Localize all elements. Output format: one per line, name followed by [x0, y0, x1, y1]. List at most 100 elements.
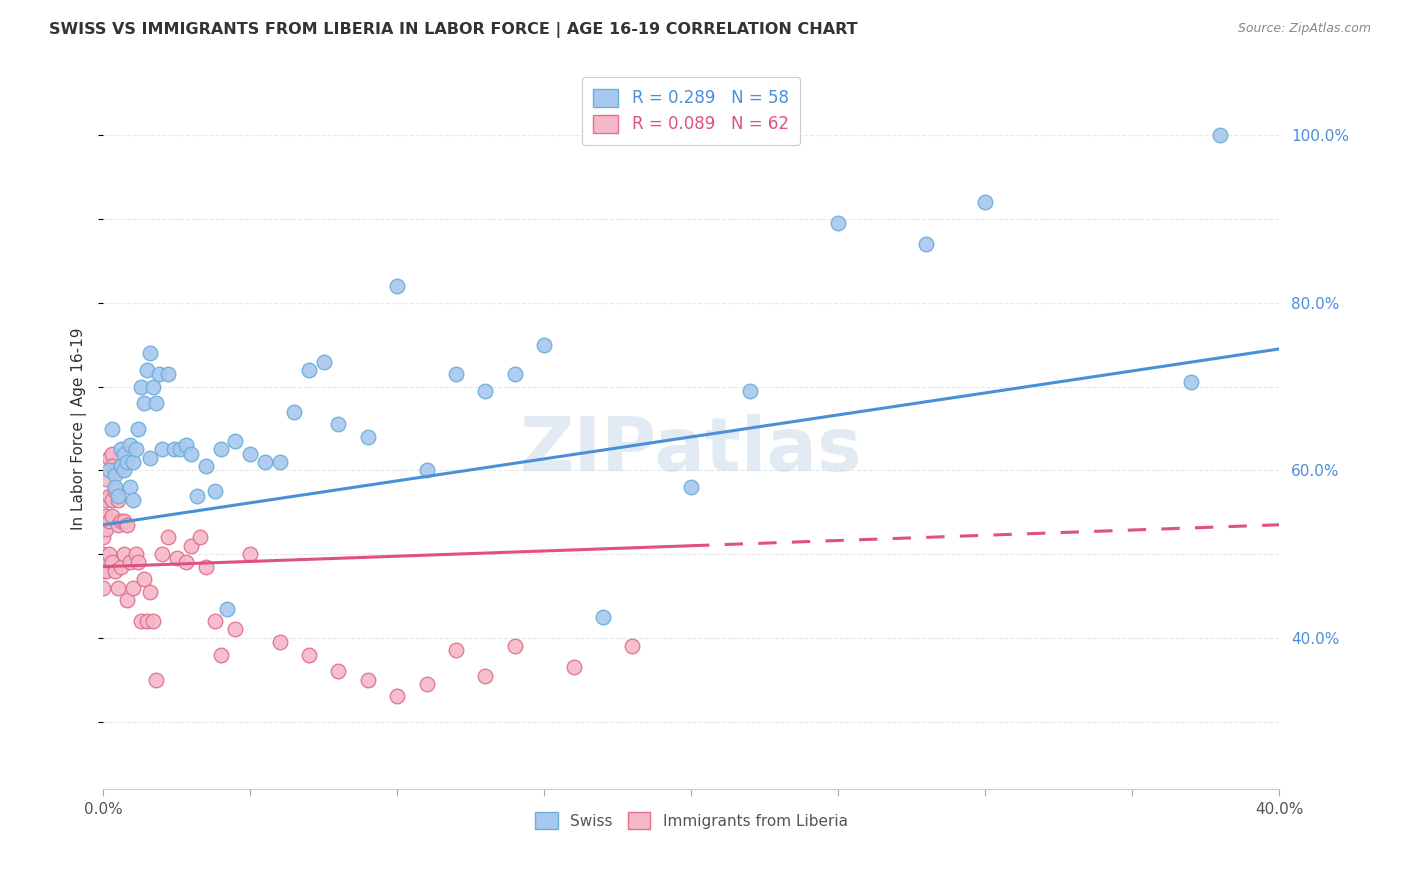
Point: [142, 379, 165, 393]
Point: [127, 556, 149, 570]
Point: [115, 517, 138, 532]
Point: [681, 480, 703, 494]
Point: [107, 517, 129, 532]
Point: [312, 354, 335, 368]
Point: [174, 438, 197, 452]
Point: [239, 547, 262, 561]
Point: [104, 484, 127, 499]
Point: [444, 643, 467, 657]
Point: [91, 530, 114, 544]
Legend: Swiss, Immigrants from Liberia: Swiss, Immigrants from Liberia: [529, 806, 853, 835]
Point: [112, 463, 135, 477]
Point: [298, 363, 321, 377]
Point: [115, 593, 138, 607]
Point: [139, 450, 162, 465]
Point: [444, 367, 467, 381]
Point: [98, 463, 121, 477]
Point: [503, 639, 526, 653]
Point: [253, 455, 276, 469]
Point: [415, 677, 437, 691]
Point: [224, 623, 246, 637]
Point: [104, 467, 127, 482]
Point: [91, 581, 114, 595]
Y-axis label: In Labor Force | Age 16-19: In Labor Force | Age 16-19: [72, 327, 87, 530]
Point: [592, 610, 614, 624]
Point: [328, 417, 350, 432]
Point: [298, 648, 321, 662]
Point: [118, 480, 141, 494]
Point: [166, 551, 188, 566]
Point: [136, 614, 159, 628]
Point: [110, 559, 132, 574]
Point: [562, 660, 585, 674]
Point: [503, 367, 526, 381]
Point: [101, 509, 124, 524]
Point: [104, 463, 127, 477]
Point: [224, 434, 246, 448]
Point: [98, 547, 121, 561]
Point: [107, 488, 129, 502]
Point: [328, 665, 350, 679]
Point: [621, 639, 644, 653]
Point: [98, 488, 121, 502]
Point: [142, 614, 165, 628]
Point: [204, 614, 226, 628]
Point: [204, 484, 226, 499]
Point: [145, 396, 167, 410]
Point: [115, 455, 138, 469]
Point: [1180, 376, 1202, 390]
Point: [131, 614, 153, 628]
Point: [385, 279, 408, 293]
Point: [474, 668, 496, 682]
Point: [533, 338, 555, 352]
Point: [385, 690, 408, 704]
Text: SWISS VS IMMIGRANTS FROM LIBERIA IN LABOR FORCE | AGE 16-19 CORRELATION CHART: SWISS VS IMMIGRANTS FROM LIBERIA IN LABO…: [49, 22, 858, 38]
Point: [107, 492, 129, 507]
Point: [110, 459, 132, 474]
Point: [357, 430, 380, 444]
Point: [112, 447, 135, 461]
Point: [209, 648, 232, 662]
Point: [134, 572, 156, 586]
Point: [150, 547, 173, 561]
Point: [163, 442, 186, 457]
Point: [121, 492, 143, 507]
Point: [127, 421, 149, 435]
Point: [239, 447, 262, 461]
Point: [101, 492, 124, 507]
Point: [118, 438, 141, 452]
Point: [112, 514, 135, 528]
Point: [186, 488, 208, 502]
Point: [94, 564, 117, 578]
Point: [139, 346, 162, 360]
Point: [209, 442, 232, 457]
Point: [101, 421, 124, 435]
Point: [94, 509, 117, 524]
Point: [101, 556, 124, 570]
Point: [139, 584, 162, 599]
Point: [1209, 128, 1232, 143]
Point: [104, 564, 127, 578]
Point: [131, 379, 153, 393]
Point: [136, 363, 159, 377]
Point: [188, 530, 211, 544]
Point: [174, 556, 197, 570]
Point: [474, 384, 496, 398]
Point: [121, 581, 143, 595]
Point: [357, 673, 380, 687]
Point: [150, 442, 173, 457]
Point: [124, 442, 146, 457]
Point: [112, 547, 135, 561]
Text: Source: ZipAtlas.com: Source: ZipAtlas.com: [1237, 22, 1371, 36]
Point: [195, 559, 218, 574]
Point: [145, 673, 167, 687]
Point: [118, 556, 141, 570]
Point: [104, 480, 127, 494]
Point: [180, 539, 202, 553]
Point: [269, 635, 291, 649]
Point: [110, 514, 132, 528]
Point: [974, 195, 997, 210]
Point: [91, 564, 114, 578]
Point: [98, 514, 121, 528]
Point: [827, 216, 849, 230]
